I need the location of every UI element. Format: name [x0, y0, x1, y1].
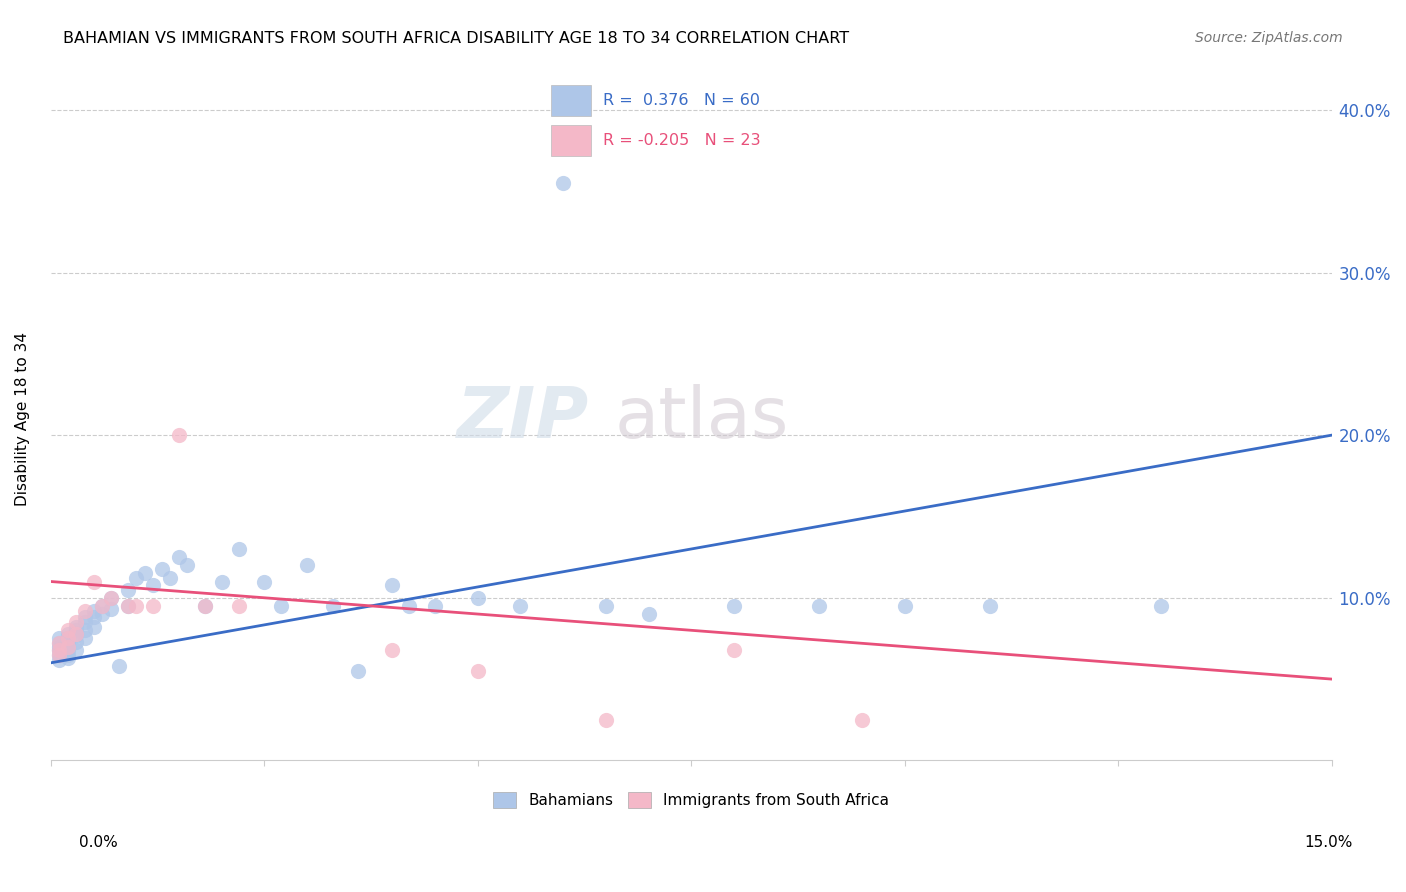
Point	[65, 634, 87, 648]
Point	[56, 640, 79, 654]
Point	[65, 615, 87, 629]
Point	[56, 632, 79, 646]
Point	[65, 620, 87, 634]
Point	[553, 176, 575, 190]
Point	[117, 599, 139, 613]
Point	[117, 599, 139, 613]
Point	[48, 648, 70, 662]
Point	[228, 541, 250, 556]
Point	[467, 591, 489, 605]
Text: atlas: atlas	[614, 384, 789, 453]
Point	[100, 591, 122, 605]
Point	[423, 599, 446, 613]
Point	[83, 604, 105, 618]
Point	[398, 599, 420, 613]
Point	[347, 664, 370, 678]
Legend: Bahamians, Immigrants from South Africa: Bahamians, Immigrants from South Africa	[486, 786, 896, 814]
Point	[56, 648, 79, 662]
Point	[193, 599, 215, 613]
Text: 15.0%: 15.0%	[1305, 836, 1353, 850]
Point	[56, 651, 79, 665]
Point	[270, 599, 292, 613]
Point	[509, 599, 531, 613]
Point	[467, 664, 489, 678]
Point	[56, 642, 79, 657]
Point	[56, 626, 79, 640]
Point	[228, 599, 250, 613]
Point	[56, 632, 79, 646]
Point	[56, 640, 79, 654]
Point	[893, 599, 915, 613]
Point	[91, 599, 114, 613]
Point	[91, 607, 114, 621]
Point	[65, 628, 87, 642]
Point	[851, 713, 873, 727]
Point	[295, 558, 318, 573]
Point	[48, 642, 70, 657]
Point	[211, 574, 233, 589]
Point	[48, 636, 70, 650]
Point	[65, 626, 87, 640]
Text: R =  0.376   N = 60: R = 0.376 N = 60	[603, 93, 761, 108]
Point	[83, 574, 105, 589]
Text: R = -0.205   N = 23: R = -0.205 N = 23	[603, 133, 761, 147]
Point	[381, 578, 404, 592]
Point	[56, 624, 79, 638]
Point	[142, 578, 165, 592]
Point	[167, 550, 190, 565]
Point	[150, 561, 173, 575]
Point	[73, 615, 96, 629]
Y-axis label: Disability Age 18 to 34: Disability Age 18 to 34	[15, 332, 30, 506]
Point	[83, 610, 105, 624]
Text: 0.0%: 0.0%	[79, 836, 118, 850]
Point	[83, 620, 105, 634]
Point	[253, 574, 276, 589]
Point	[48, 652, 70, 666]
Point	[176, 558, 198, 573]
Point	[100, 602, 122, 616]
Point	[125, 571, 148, 585]
Point	[100, 591, 122, 605]
Point	[808, 599, 831, 613]
Point	[48, 642, 70, 657]
Point	[73, 632, 96, 646]
Point	[381, 642, 404, 657]
Point	[595, 599, 617, 613]
Point	[125, 599, 148, 613]
Point	[73, 624, 96, 638]
Point	[723, 642, 745, 657]
Point	[1150, 599, 1173, 613]
Point	[73, 604, 96, 618]
Point	[48, 640, 70, 654]
Point	[142, 599, 165, 613]
Point	[117, 582, 139, 597]
Point	[65, 624, 87, 638]
Point	[48, 648, 70, 662]
Point	[134, 566, 156, 581]
FancyBboxPatch shape	[551, 125, 591, 156]
Point	[73, 610, 96, 624]
Point	[723, 599, 745, 613]
Point	[193, 599, 215, 613]
Point	[91, 599, 114, 613]
Point	[48, 636, 70, 650]
Point	[637, 607, 659, 621]
Point	[56, 636, 79, 650]
Point	[595, 713, 617, 727]
Point	[65, 642, 87, 657]
FancyBboxPatch shape	[551, 85, 591, 116]
Text: BAHAMIAN VS IMMIGRANTS FROM SOUTH AFRICA DISABILITY AGE 18 TO 34 CORRELATION CHA: BAHAMIAN VS IMMIGRANTS FROM SOUTH AFRICA…	[63, 31, 849, 46]
Point	[167, 428, 190, 442]
Text: ZIP: ZIP	[457, 384, 589, 453]
Point	[322, 599, 344, 613]
Point	[979, 599, 1001, 613]
Point	[159, 571, 181, 585]
Text: Source: ZipAtlas.com: Source: ZipAtlas.com	[1195, 31, 1343, 45]
Point	[108, 659, 131, 673]
Point	[48, 632, 70, 646]
